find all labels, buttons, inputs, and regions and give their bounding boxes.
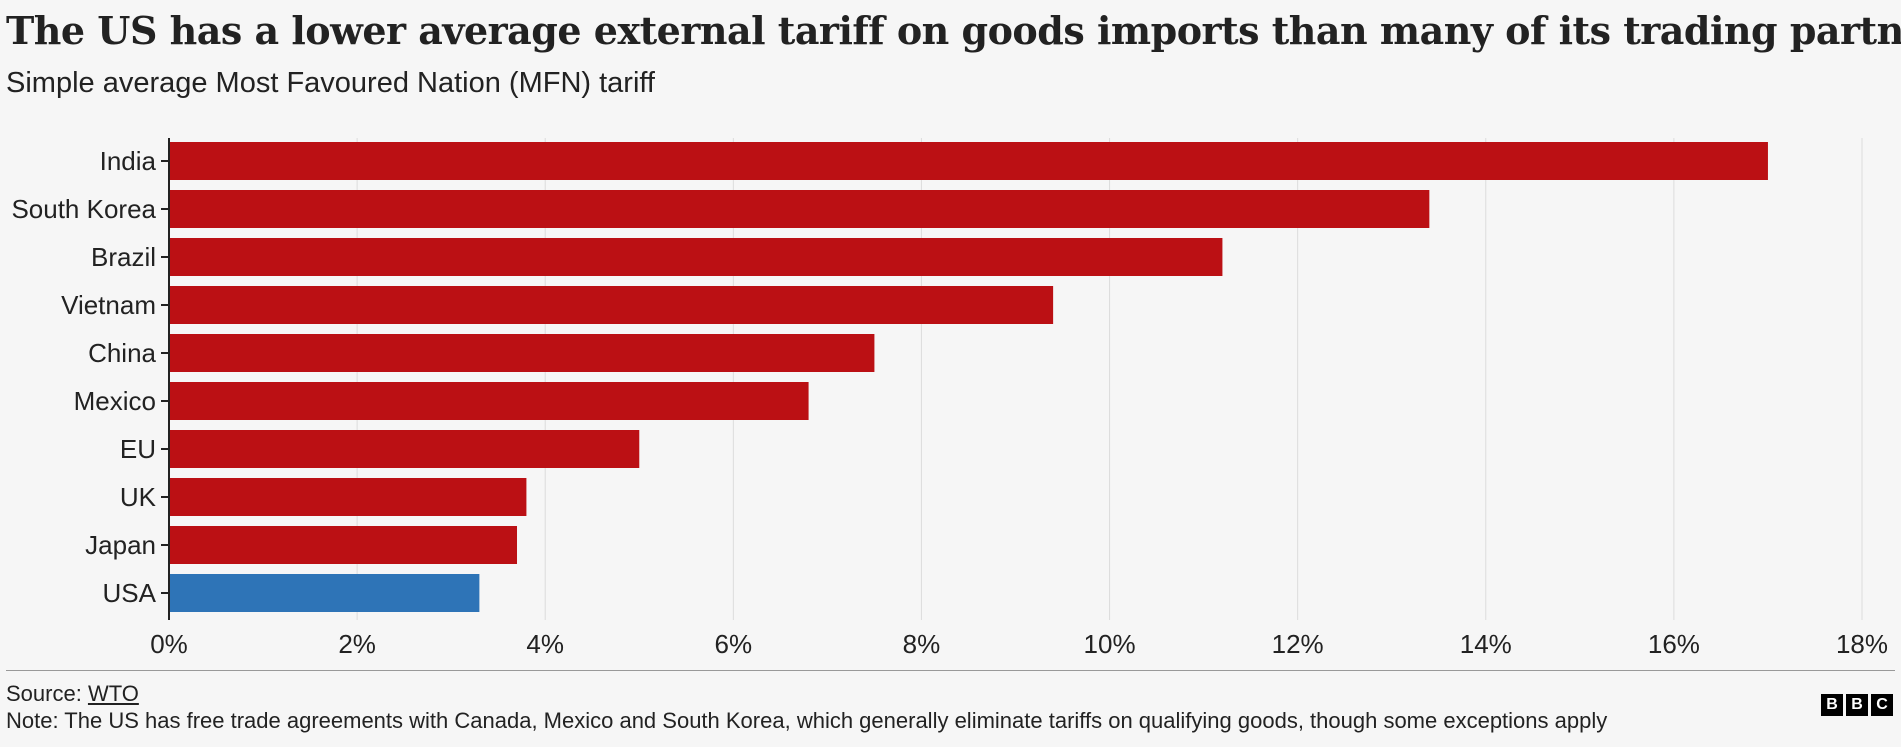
- source-link[interactable]: WTO: [87, 681, 139, 706]
- bar: [169, 430, 640, 468]
- x-tick-label: 6%: [715, 629, 753, 659]
- x-tick-label: 12%: [1272, 629, 1324, 659]
- bar: [169, 574, 480, 612]
- logo-letter: B: [1846, 694, 1868, 716]
- x-tick-label: 16%: [1648, 629, 1700, 659]
- chart-title: The US has a lower average external tari…: [6, 8, 1901, 53]
- x-tick-label: 8%: [903, 629, 941, 659]
- logo-letter: B: [1821, 694, 1843, 716]
- category-label: Mexico: [74, 386, 156, 416]
- category-label: China: [88, 338, 156, 368]
- labels: India South Korea Brazil Vietnam China Mexico…: [11, 146, 156, 608]
- footer-rule: [6, 670, 1895, 671]
- x-tick-label: 10%: [1084, 629, 1136, 659]
- source-prefix: Source:: [6, 681, 88, 706]
- x-tick-label: 2%: [338, 629, 376, 659]
- chart-subtitle: Simple average Most Favoured Nation (MFN…: [6, 67, 655, 99]
- bar: [169, 238, 1223, 276]
- axes: 0% 2% 4% 6% 8% 10% 12% 14% 16% 18%: [150, 138, 1888, 659]
- x-tick-label: 18%: [1836, 629, 1888, 659]
- bar: [169, 382, 809, 420]
- bar: [169, 526, 518, 564]
- bars: [169, 142, 1768, 612]
- x-tick-label: 0%: [150, 629, 188, 659]
- bar: [169, 478, 527, 516]
- category-label: South Korea: [11, 194, 156, 224]
- bar: [169, 286, 1054, 324]
- x-tick-label: 4%: [526, 629, 564, 659]
- category-label: Vietnam: [61, 290, 156, 320]
- x-tick-label: 14%: [1460, 629, 1512, 659]
- bar: [169, 190, 1430, 228]
- category-label: Japan: [85, 530, 156, 560]
- category-label: USA: [103, 578, 157, 608]
- category-label: UK: [120, 482, 157, 512]
- logo-letter: C: [1871, 694, 1893, 716]
- bar: [169, 334, 875, 372]
- category-label: EU: [120, 434, 156, 464]
- note-text: Note: The US has free trade agreements w…: [6, 708, 1608, 733]
- bar-chart: 0% 2% 4% 6% 8% 10% 12% 14% 16% 18% India South Kor…: [11, 138, 1888, 659]
- category-label: Brazil: [91, 242, 156, 272]
- bar: [169, 142, 1768, 180]
- source-line: Source: WTO: [6, 681, 139, 707]
- category-label: India: [100, 146, 157, 176]
- bbc-logo: B B C: [1821, 694, 1893, 716]
